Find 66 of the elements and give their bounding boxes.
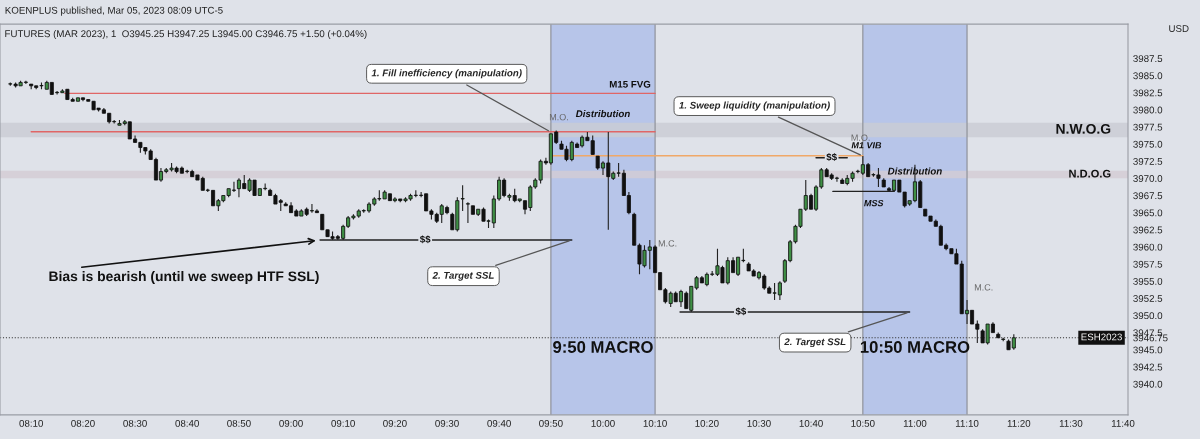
y-tick-label: 3975.0 [1133,140,1163,148]
text: FUTURES (MAR 2023), 1 O3945.25 H3947.25 L3945.00 C3946.75 +1.50 (+0.04%) [5,30,367,40]
y-tick-label: 3987.5 [1133,55,1163,63]
annotation: $$ [419,235,431,244]
x-tick-label: 09:00 [279,419,303,427]
annotation: M.O. [549,113,568,121]
x-tick-label: 09:50 [539,419,563,427]
x-tick-label: 08:40 [175,419,199,427]
x-tick-label: 10:30 [747,419,771,427]
y-tick-label: 3945.0 [1133,346,1163,354]
x-tick-label: 08:20 [71,419,95,427]
y-tick-label: 3940.0 [1133,380,1163,388]
x-tick-label: 10:20 [695,419,719,427]
annotation: M.O. [851,134,870,141]
annotation: Bias is bearish (until we sweep HTF SSL) [49,271,319,284]
x-tick-label: 11:10 [955,419,979,427]
annotation: M.C. [658,240,677,247]
annotation: Distribution [575,110,630,118]
x-tick-label: 09:30 [435,419,459,427]
y-axis-title: USD [1169,25,1189,32]
y-tick-label: 3982.5 [1133,89,1163,97]
annotation: 1. Fill inefficiency (manipulation) [371,69,522,79]
x-tick-label: 10:40 [799,419,823,427]
y-tick-label: 3985.0 [1133,72,1163,80]
y-tick-label: 3980.0 [1133,106,1163,114]
x-tick-label: 08:50 [227,419,251,427]
y-tick-label: 3977.5 [1133,123,1163,131]
annotation: 1. Sweep liquidity (manipulation) [679,101,830,111]
y-tick-label: 3962.5 [1133,226,1163,234]
x-tick-label: 09:10 [331,419,355,427]
y-tick-label: 3952.5 [1133,295,1163,302]
x-tick-label: 11:40 [1111,419,1135,427]
x-tick-label: 10:00 [591,419,615,427]
y-tick-label: 3955.0 [1133,277,1163,285]
annotation: M15 FVG [609,80,651,88]
x-tick-label: 11:20 [1007,419,1031,427]
x-tick-label: 10:10 [643,419,667,427]
band-label: N.W.O.G [1056,123,1111,134]
x-tick-label: 08:30 [123,419,147,427]
annotation: $$ [826,153,837,162]
x-tick-label: 11:30 [1059,419,1083,427]
annotation: Distribution [887,167,942,175]
annotation: 2. Target SSL [432,271,494,281]
y-tick-label: 3942.5 [1133,363,1163,371]
x-tick-label: 09:40 [487,419,511,427]
y-tick-label: 3972.5 [1133,157,1163,165]
x-tick-label: 10:50 [851,419,875,427]
band-label: 9:50 MACRO [553,341,653,353]
y-tick-label: 3965.0 [1133,209,1163,217]
annotation: MSS [864,199,884,207]
x-tick-label: 09:20 [383,419,407,427]
annotation: M.C. [974,284,993,291]
chart-title: KOENPLUS published, Mar 05, 2023 08:09 UTC-5 [5,6,223,16]
y-tick-label: 3957.5 [1133,260,1163,268]
y-tick-label: 3960.0 [1133,243,1163,251]
y-tick-label: 3970.0 [1133,175,1163,182]
y-tick-label: 3967.5 [1133,192,1163,200]
band-label: 10:50 MACRO [860,341,970,353]
annotation: M1 VIB [851,142,882,149]
annotation: $$ [735,307,747,316]
ref-line-label: ESH2023 [1081,333,1122,341]
y-tick-label: 3950.0 [1133,312,1163,320]
x-tick-label: 08:10 [19,419,43,427]
annotation: 2. Target SSL [784,338,846,348]
x-tick-label: 11:00 [903,419,927,427]
band-label: N.D.O.G [1069,169,1111,178]
